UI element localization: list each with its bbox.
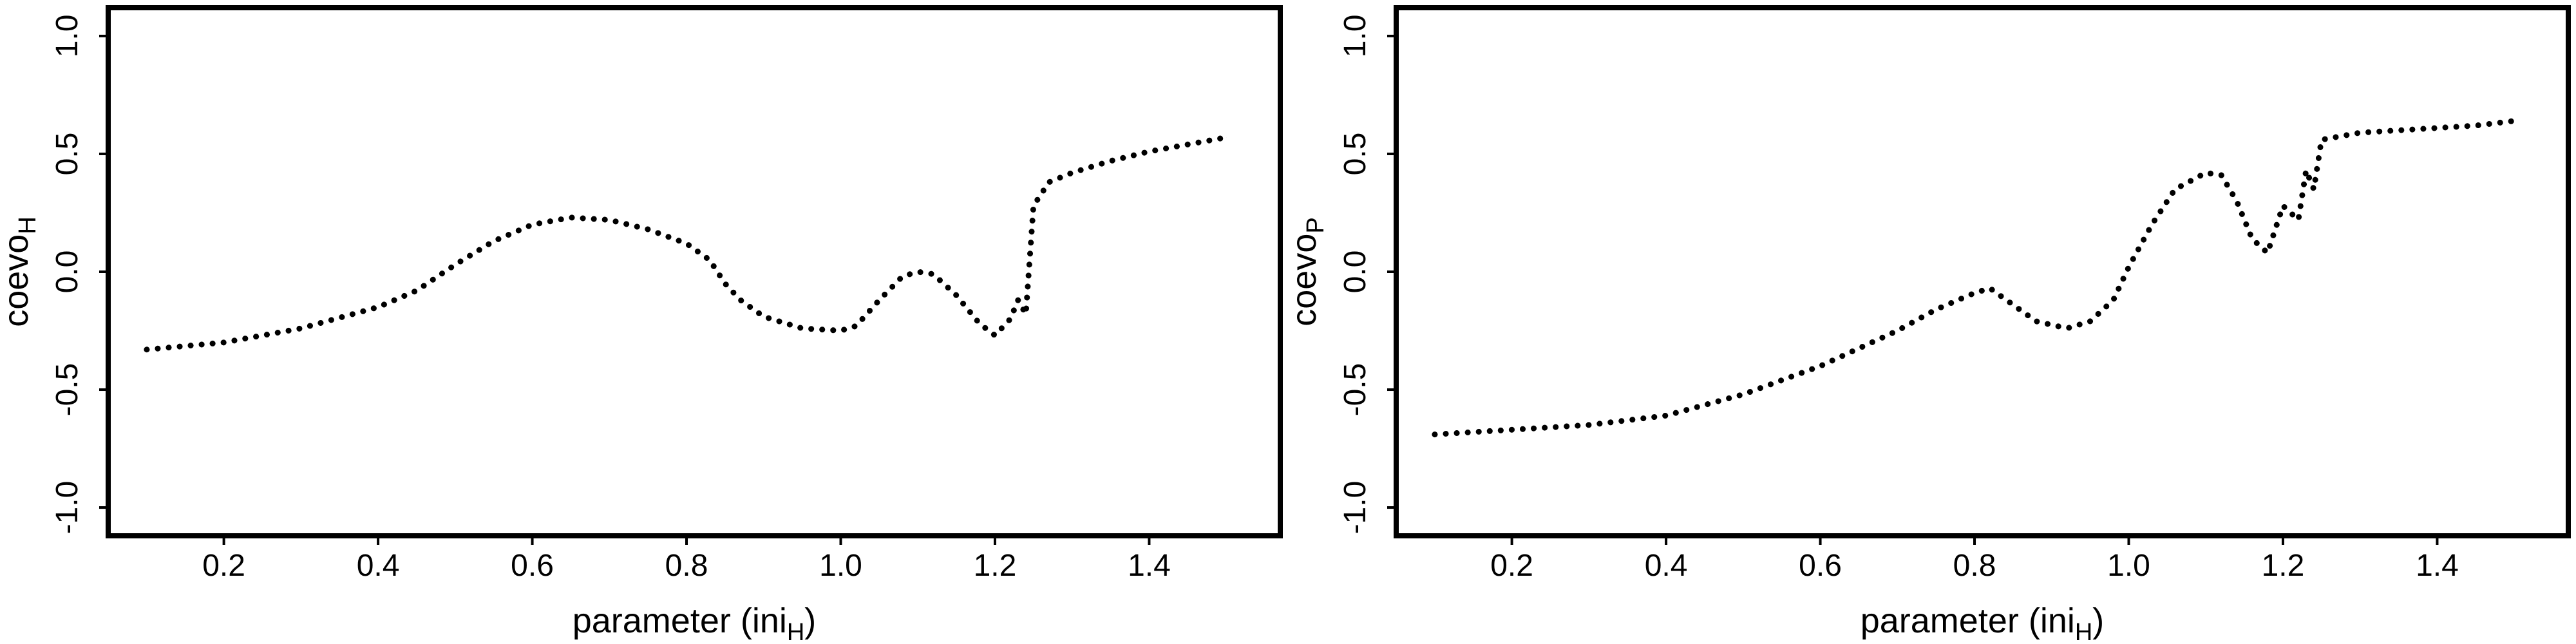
x-tick-label: 0.4 bbox=[1645, 549, 1688, 583]
plot-frame bbox=[1394, 5, 2571, 538]
x-tick-label: 0.2 bbox=[202, 549, 245, 583]
x-tick-label: 0.6 bbox=[1799, 549, 1842, 583]
x-tick-label: 0.8 bbox=[665, 549, 708, 583]
x-tick-label: 1.2 bbox=[2262, 549, 2305, 583]
x-axis-title-main: parameter (ini bbox=[1861, 601, 2075, 640]
x-tick-label: 1.4 bbox=[1128, 549, 1171, 583]
y-tick-label: 1.0 bbox=[1338, 15, 1372, 58]
y-tick-label: 0.5 bbox=[1338, 133, 1372, 176]
data-series-line bbox=[144, 134, 1229, 353]
y-axis-title-main: coevo bbox=[1285, 234, 1323, 327]
x-axis-title-close: ) bbox=[2092, 601, 2104, 640]
y-tick-label: -1.0 bbox=[1338, 481, 1372, 535]
y-tick-label: 0.5 bbox=[50, 133, 84, 176]
y-axis-title-subscript: P bbox=[1302, 217, 1329, 233]
y-tick-label: -0.5 bbox=[50, 363, 84, 417]
x-tick-label: 0.8 bbox=[1953, 549, 1996, 583]
x-axis-title-subscript: H bbox=[2075, 619, 2092, 644]
y-axis-title: coevoP bbox=[1285, 217, 1329, 326]
y-axis-title-main: coevo bbox=[0, 234, 35, 327]
x-tick-label: 1.0 bbox=[2107, 549, 2150, 583]
y-tick-label: 0.0 bbox=[50, 251, 84, 294]
x-tick-label: 1.0 bbox=[819, 549, 862, 583]
chart-panel-left: 0.2 0.4 0.6 0.8 1.0 1.2 1.4-1.0-0.50.00.51.0pa… bbox=[0, 5, 1283, 644]
x-axis-title: parameter (iniH) bbox=[573, 601, 817, 644]
data-series-line bbox=[1432, 118, 2517, 438]
x-tick-label: 1.4 bbox=[2416, 549, 2459, 583]
x-axis-title-main: parameter (ini bbox=[573, 601, 787, 640]
y-axis-title-subscript: H bbox=[14, 216, 41, 234]
x-tick-label: 0.4 bbox=[357, 549, 400, 583]
x-axis-title-close: ) bbox=[804, 601, 816, 640]
x-tick-label: 1.2 bbox=[974, 549, 1017, 583]
chart-panel-right: 0.2 0.4 0.6 0.8 1.0 1.2 1.4-1.0-0.50.00.51.0pa… bbox=[1285, 5, 2571, 644]
x-axis-title: parameter (iniH) bbox=[1861, 601, 2105, 644]
x-tick-label: 0.2 bbox=[1490, 549, 1533, 583]
y-tick-label: -1.0 bbox=[50, 481, 84, 535]
y-tick-label: 1.0 bbox=[50, 15, 84, 58]
y-tick-label: -0.5 bbox=[1338, 363, 1372, 417]
plot-frame bbox=[106, 5, 1283, 538]
x-axis-title-subscript: H bbox=[787, 619, 804, 644]
x-tick-label: 0.6 bbox=[511, 549, 554, 583]
y-tick-label: 0.0 bbox=[1338, 251, 1372, 294]
y-axis-title: coevoH bbox=[0, 216, 41, 327]
